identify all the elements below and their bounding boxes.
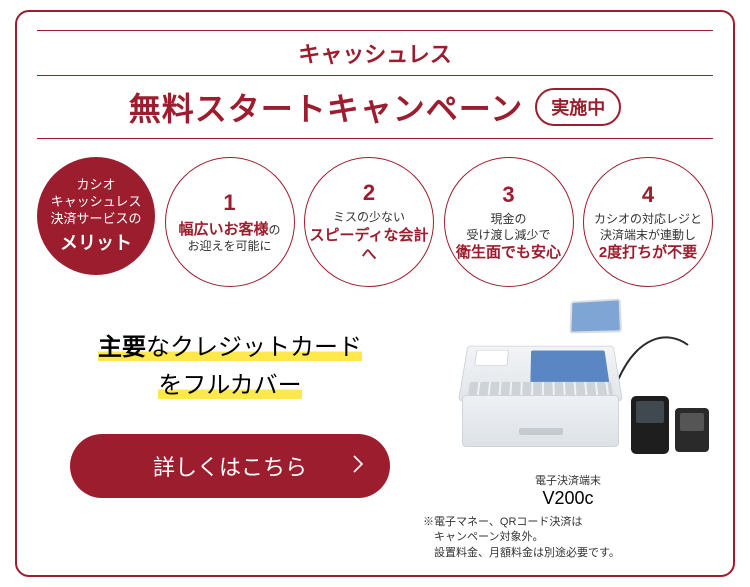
disclaimer-line: キャンペーン対象外。 bbox=[423, 530, 713, 545]
benefit-1: 1 幅広いお客様の お迎えを可能に bbox=[165, 157, 295, 287]
chevron-right-icon bbox=[353, 453, 364, 479]
disclaimer-line: 設置料金、月額料金は別途必要です。 bbox=[423, 546, 713, 561]
benefit-4: 4 カシオの対応レジと 決済端末が連動し 2度打ちが不要 bbox=[583, 157, 713, 287]
status-badge: 実施中 bbox=[535, 88, 621, 126]
headline: 主要なクレジットカード をフルカバー bbox=[37, 329, 423, 406]
disclaimer: ※電子マネー、QRコード決済は キャンペーン対象外。 設置料金、月額料金は別途必… bbox=[423, 515, 713, 561]
benefit-3: 3 現金の 受け渡し減少で 衛生面でも安心 bbox=[444, 157, 574, 287]
cta-button[interactable]: 詳しくはこちら bbox=[70, 434, 390, 498]
benefit-text: 決済端末が連動し bbox=[600, 228, 696, 244]
header-title-row: 無料スタートキャンペーン 実施中 bbox=[37, 76, 713, 139]
lower-left: 主要なクレジットカード をフルカバー 詳しくはこちら bbox=[37, 299, 423, 498]
lower-right: 電子決済端末 V200c ※電子マネー、QRコード決済は キャンペーン対象外。 … bbox=[423, 299, 713, 561]
intro-line: キャッシュレス bbox=[51, 194, 142, 211]
cable-icon bbox=[613, 325, 693, 395]
benefit-text: 現金の bbox=[490, 212, 526, 228]
benefit-text: カシオの対応レジと bbox=[594, 212, 702, 228]
device-illustration bbox=[423, 299, 713, 474]
payment-terminal-icon bbox=[631, 396, 669, 454]
benefit-number: 2 bbox=[363, 179, 375, 208]
intro-big: メリット bbox=[60, 232, 132, 255]
headline-part: な bbox=[146, 334, 170, 361]
benefit-text: 受け渡し減少で bbox=[466, 228, 550, 244]
benefit-text-bold: 衛生面でも安心 bbox=[456, 243, 561, 263]
header-subtitle-row: キャッシュレス bbox=[37, 30, 713, 76]
benefit-text: お迎えを可能に bbox=[187, 239, 271, 255]
benefit-text: ミスの少ない bbox=[333, 210, 405, 226]
device-label: 電子決済端末 bbox=[423, 472, 713, 488]
headline-part: を bbox=[158, 372, 182, 399]
intro-line: 決済サービスの bbox=[50, 211, 141, 228]
campaign-card: キャッシュレス 無料スタートキャンペーン 実施中 カシオ キャッシュレス 決済サ… bbox=[15, 10, 735, 577]
cta-label: 詳しくはこちら bbox=[153, 455, 307, 480]
header-title: 無料スタートキャンペーン bbox=[129, 84, 523, 130]
benefit-text-bold: スピーディな会計へ bbox=[305, 226, 433, 265]
benefit-number: 1 bbox=[223, 189, 235, 218]
disclaimer-line: ※電子マネー、QRコード決済は bbox=[423, 515, 713, 530]
intro-line: カシオ bbox=[76, 177, 115, 194]
cash-register-icon bbox=[458, 299, 623, 454]
benefit-number: 3 bbox=[502, 181, 514, 210]
device-model: V200c bbox=[423, 488, 713, 509]
headline-part: フルカバー bbox=[182, 372, 301, 399]
qr-scanner-icon bbox=[675, 408, 709, 452]
benefits-row: カシオ キャッシュレス 決済サービスの メリット 1 幅広いお客様の お迎えを可… bbox=[37, 157, 713, 287]
benefit-text-bold: 2度打ちが不要 bbox=[599, 243, 697, 263]
header: キャッシュレス 無料スタートキャンペーン 実施中 bbox=[37, 30, 713, 139]
header-subtitle: キャッシュレス bbox=[298, 42, 452, 67]
benefit-2: 2 ミスの少ない スピーディな会計へ bbox=[304, 157, 434, 287]
headline-part: 主要 bbox=[98, 334, 146, 361]
benefit-number: 4 bbox=[642, 181, 654, 210]
headline-part: クレジットカード bbox=[170, 334, 362, 361]
benefits-intro-circle: カシオ キャッシュレス 決済サービスの メリット bbox=[37, 157, 155, 275]
benefit-text: 幅広いお客様の bbox=[178, 220, 280, 240]
lower-section: 主要なクレジットカード をフルカバー 詳しくはこちら bbox=[37, 299, 713, 561]
